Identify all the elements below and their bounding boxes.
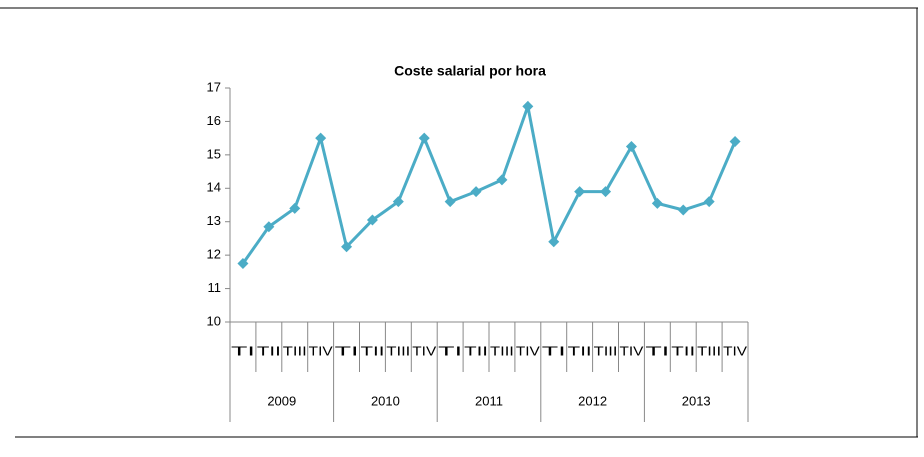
x-tick-label: TII (671, 343, 695, 358)
y-tick-label: 13 (207, 213, 221, 228)
x-tick-label: TI (231, 343, 255, 358)
marker (729, 135, 741, 147)
marker (470, 186, 482, 198)
year-label: 2012 (578, 393, 607, 408)
x-tick-label: TIII (386, 343, 410, 358)
marker (418, 132, 430, 144)
x-tick-label: TIV (723, 343, 747, 358)
y-tick-label: 12 (207, 247, 221, 262)
marker (625, 141, 637, 152)
chart-title: Coste salarial por hora (394, 63, 546, 79)
marker (574, 186, 586, 198)
marker (392, 196, 404, 208)
marker (677, 204, 689, 216)
line (241, 100, 737, 265)
x-tick-label: TIV (309, 343, 333, 358)
marker (366, 214, 378, 226)
y-tick-label: 10 (207, 313, 221, 328)
marker (315, 132, 327, 144)
x-tick-label: TIV (620, 343, 644, 358)
x-tick-label: TIV (516, 343, 540, 358)
marker (444, 196, 456, 208)
x-tick-label: TIII (594, 343, 618, 358)
marker (496, 174, 508, 186)
year-label: 2010 (371, 393, 400, 408)
x-tick-label: TI (438, 343, 462, 358)
y-tick-label: 17 (207, 79, 221, 94)
marker (289, 202, 301, 214)
marker (651, 197, 663, 209)
x-tick-label: TII (361, 343, 385, 358)
x-tick-label: TIV (412, 343, 436, 358)
x-tick-label: TII (568, 343, 592, 358)
x-tick-label: TII (257, 343, 281, 358)
y-tick-label: 16 (207, 113, 221, 128)
x-tick-label: TIII (283, 343, 307, 358)
marker (703, 196, 715, 208)
year-label: 2013 (682, 393, 711, 408)
x-tick-label: TI (542, 343, 566, 358)
marker (341, 241, 353, 253)
x-tick-label: TII (464, 343, 488, 358)
y-tick-label: 15 (207, 146, 221, 161)
x-tick-label: TIII (490, 343, 514, 358)
x-tick-label: TI (645, 343, 669, 358)
year-label: 2011 (475, 393, 503, 408)
year-label: 2009 (267, 393, 296, 408)
marker (600, 186, 612, 198)
x-tick-label: TIII (697, 343, 721, 358)
x-tick-label: TI (335, 343, 359, 358)
marker (237, 258, 249, 269)
y-tick-label: 14 (207, 180, 221, 195)
y-tick-label: 11 (208, 280, 222, 295)
marker (548, 236, 560, 248)
marker (263, 221, 275, 233)
marker (522, 100, 534, 112)
